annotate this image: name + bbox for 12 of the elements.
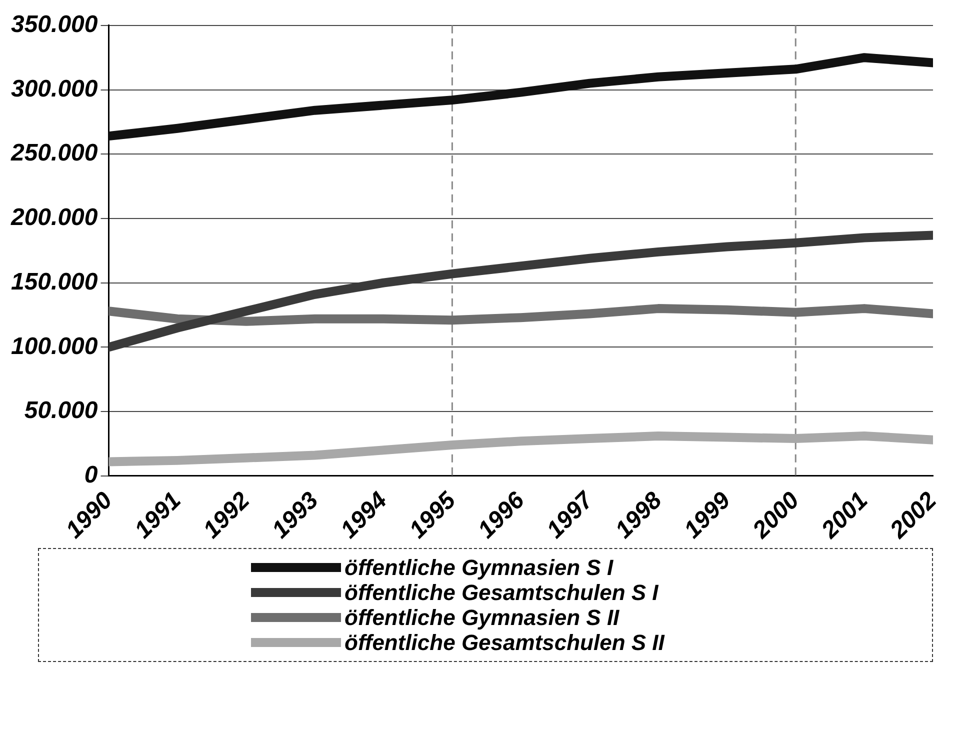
- y-tick-label: 150.000: [10, 268, 98, 296]
- y-tick-label: 350.000: [10, 11, 98, 38]
- legend-label: öffentliche Gymnasien S II: [344, 605, 620, 630]
- y-tick-label: 50.000: [24, 397, 98, 424]
- legend-label: öffentliche Gesamtschulen S I: [344, 580, 658, 605]
- y-tick-label: 300.000: [10, 75, 98, 102]
- y-tick-label: 250.000: [10, 140, 98, 167]
- y-tick-label: 100.000: [10, 332, 98, 360]
- y-tick-label: 200.000: [10, 204, 98, 232]
- legend-label: öffentliche Gymnasien S I: [344, 555, 614, 580]
- legend-label: öffentliche Gesamtschulen S II: [344, 630, 664, 655]
- y-tick-label: 0: [84, 462, 98, 489]
